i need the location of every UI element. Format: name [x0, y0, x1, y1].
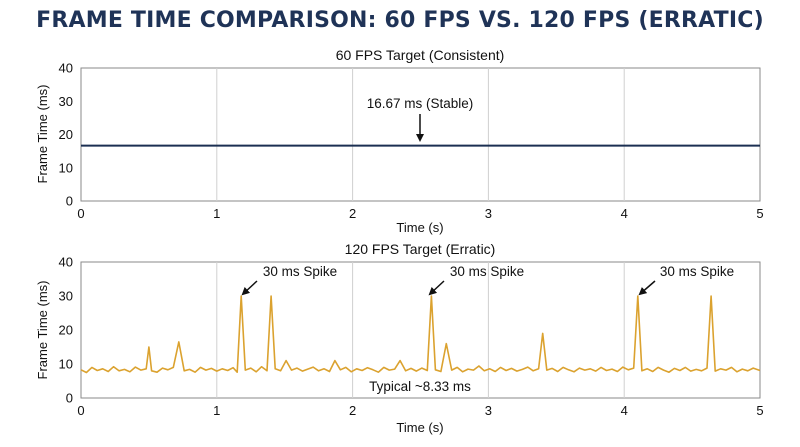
- panel-60fps: 60 FPS Target (Consistent) 0 10 20 30 40 0 1 2…: [35, 47, 764, 235]
- panel-120fps-y-tick-label: 0: [66, 391, 73, 406]
- panel-60fps-x-tick-label: 1: [213, 206, 220, 221]
- panel-60fps-y-tick-label: 30: [59, 94, 73, 109]
- panel-120fps-x-tick-label: 4: [621, 403, 628, 418]
- panel-120fps-annotation-label: Typical ~8.33 ms: [369, 379, 471, 394]
- panel-60fps-y-tick-label: 0: [66, 194, 73, 209]
- panel-120fps-x-tick-label: 0: [77, 403, 84, 418]
- panel-120fps-annotation-arrow: [428, 280, 445, 296]
- panel-60fps-x-tick-label: 2: [349, 206, 356, 221]
- panel-120fps-y-axis-label: Frame Time (ms): [35, 281, 50, 380]
- figure-title: FRAME TIME COMPARISON: 60 FPS VS. 120 FP…: [36, 8, 764, 33]
- panel-60fps-y-tick-label: 40: [59, 61, 73, 76]
- panel-120fps-x-ticks: 0 1 2 3 4 5: [77, 403, 763, 418]
- panel-120fps-y-tick-label: 40: [59, 255, 73, 270]
- panel-120fps-x-tick-label: 2: [349, 403, 356, 418]
- panel-120fps-plot-area: [80, 261, 761, 399]
- panel-120fps-annotation-arrow: [638, 280, 656, 296]
- panel-60fps-annotations: 16.67 ms (Stable): [367, 96, 474, 142]
- panel-60fps-y-tick-label: 10: [59, 160, 73, 175]
- panel-60fps-x-ticks: 0 1 2 3 4 5: [77, 206, 763, 221]
- panel-120fps-x-tick-label: 5: [756, 403, 763, 418]
- panel-120fps-y-ticks: 0 10 20 30 40: [59, 255, 73, 406]
- panel-120fps-x-axis-label: Time (s): [396, 420, 443, 435]
- panel-120fps-y-tick-label: 30: [59, 289, 73, 304]
- panel-120fps-annotation-arrow: [241, 280, 258, 296]
- panel-120fps-x-tick-label: 3: [485, 403, 492, 418]
- panel-120fps-annotation-label: 30 ms Spike: [450, 264, 524, 279]
- panel-120fps-y-tick-label: 10: [59, 357, 73, 372]
- panel-120fps-x-tick-label: 1: [213, 403, 220, 418]
- panel-60fps-y-ticks: 0 10 20 30 40: [59, 61, 73, 209]
- panel-60fps-x-tick-label: 4: [621, 206, 628, 221]
- panel-60fps-annotation-label: 16.67 ms (Stable): [367, 96, 474, 111]
- panel-60fps-y-tick-label: 20: [59, 127, 73, 142]
- panel-120fps-series-line: [80, 295, 761, 374]
- panel-120fps-annotation-label: 30 ms Spike: [263, 264, 337, 279]
- panel-60fps-x-tick-label: 3: [485, 206, 492, 221]
- panel-120fps-gridlines: [216, 262, 625, 398]
- panel-120fps-title: 120 FPS Target (Erratic): [345, 241, 496, 257]
- panel-60fps-y-axis-label: Frame Time (ms): [35, 85, 50, 184]
- panel-60fps-x-tick-label: 5: [756, 206, 763, 221]
- panel-60fps-x-axis-label: Time (s): [396, 220, 443, 235]
- panel-120fps-y-tick-label: 20: [59, 323, 73, 338]
- panel-120fps-annotations: 30 ms Spike 30 ms Spike 30 ms Spike Typical…: [241, 264, 734, 394]
- panel-60fps-title: 60 FPS Target (Consistent): [336, 47, 505, 63]
- panel-60fps-plot-area: [80, 67, 761, 202]
- panel-60fps-gridlines: [216, 68, 625, 201]
- panel-120fps: 120 FPS Target (Erratic) 0 10 20 30 40 0 1 2 3 4…: [35, 241, 764, 435]
- panel-120fps-annotation-label: 30 ms Spike: [660, 264, 734, 279]
- panel-120fps-series: [80, 295, 761, 374]
- panel-60fps-x-tick-label: 0: [77, 206, 84, 221]
